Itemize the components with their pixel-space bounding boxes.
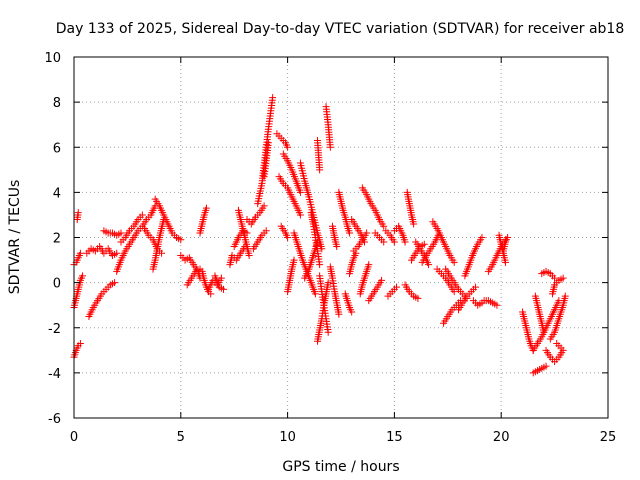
data-point	[262, 227, 270, 235]
data-point	[264, 139, 272, 147]
axis-ticks: 0 5 10 15 20 25 -6 -4 -2 0 2 4 6 8 10	[44, 51, 616, 445]
x-tick-label: 0	[70, 430, 78, 445]
data-point	[202, 204, 210, 212]
y-tick-label: 2	[53, 232, 61, 247]
x-tick-label: 25	[600, 430, 617, 445]
data-point	[326, 143, 334, 151]
data-point	[74, 209, 82, 217]
data-point	[296, 211, 304, 219]
data-point	[111, 279, 119, 287]
data-point	[380, 222, 388, 230]
data-point	[472, 283, 480, 291]
y-tick-label: 6	[53, 141, 61, 156]
data-point	[540, 328, 548, 336]
x-tick-label: 10	[279, 430, 296, 445]
data-point	[450, 288, 458, 296]
y-tick-label: 0	[53, 277, 61, 292]
y-tick-label: 10	[44, 51, 61, 66]
y-tick-label: -2	[48, 322, 61, 337]
data-point	[316, 261, 324, 269]
data-point	[314, 238, 322, 246]
data-point	[365, 261, 373, 269]
data-point	[79, 272, 87, 280]
data-point	[348, 308, 356, 316]
data-point	[207, 290, 215, 298]
data-point	[296, 188, 304, 196]
data-point	[551, 274, 559, 282]
data-point	[177, 236, 185, 244]
y-axis-label: SDTVAR / TECUs	[7, 180, 23, 295]
data-point	[316, 166, 324, 174]
y-tick-label: 8	[53, 96, 61, 111]
data-point	[324, 328, 332, 336]
x-tick-label: 20	[493, 430, 510, 445]
data-point	[425, 261, 433, 269]
data-point	[478, 234, 486, 241]
data-point	[401, 238, 409, 246]
data-point	[324, 279, 332, 287]
y-tick-label: 4	[53, 186, 61, 201]
data-point	[138, 211, 146, 219]
chart-title: Day 133 of 2025, Sidereal Day-to-day VTE…	[56, 21, 625, 37]
y-tick-label: -4	[48, 367, 61, 382]
y-tick-label: -6	[48, 412, 61, 427]
data-point	[493, 301, 501, 309]
data-point	[76, 340, 84, 348]
data-point	[410, 220, 418, 228]
x-tick-label: 5	[177, 430, 185, 445]
data-point	[76, 249, 84, 257]
data-point	[284, 234, 292, 241]
data-point	[113, 249, 121, 257]
data-point	[450, 258, 458, 266]
data-point	[290, 256, 298, 264]
data-point	[557, 344, 565, 352]
data-point	[561, 292, 569, 300]
data-point	[390, 238, 398, 246]
data-point	[284, 143, 292, 151]
data-point	[260, 202, 268, 210]
data-point	[504, 234, 512, 241]
data-point	[117, 229, 125, 237]
data-point	[393, 283, 401, 291]
data-point	[378, 276, 386, 284]
data-point	[501, 258, 509, 266]
data-point	[220, 285, 228, 293]
data-point	[346, 229, 354, 237]
data-point	[335, 310, 343, 318]
data-points	[70, 94, 569, 377]
data-point	[333, 243, 341, 251]
data-point	[269, 94, 277, 102]
x-tick-label: 15	[386, 430, 403, 445]
x-axis-label: GPS time / hours	[282, 459, 399, 475]
data-point	[245, 252, 253, 260]
data-point	[414, 294, 422, 302]
data-point	[311, 290, 319, 298]
data-point	[420, 240, 428, 248]
data-point	[380, 238, 388, 246]
grid-lines	[74, 57, 608, 418]
data-point	[542, 362, 550, 370]
data-point	[559, 274, 567, 282]
data-point	[363, 229, 371, 237]
